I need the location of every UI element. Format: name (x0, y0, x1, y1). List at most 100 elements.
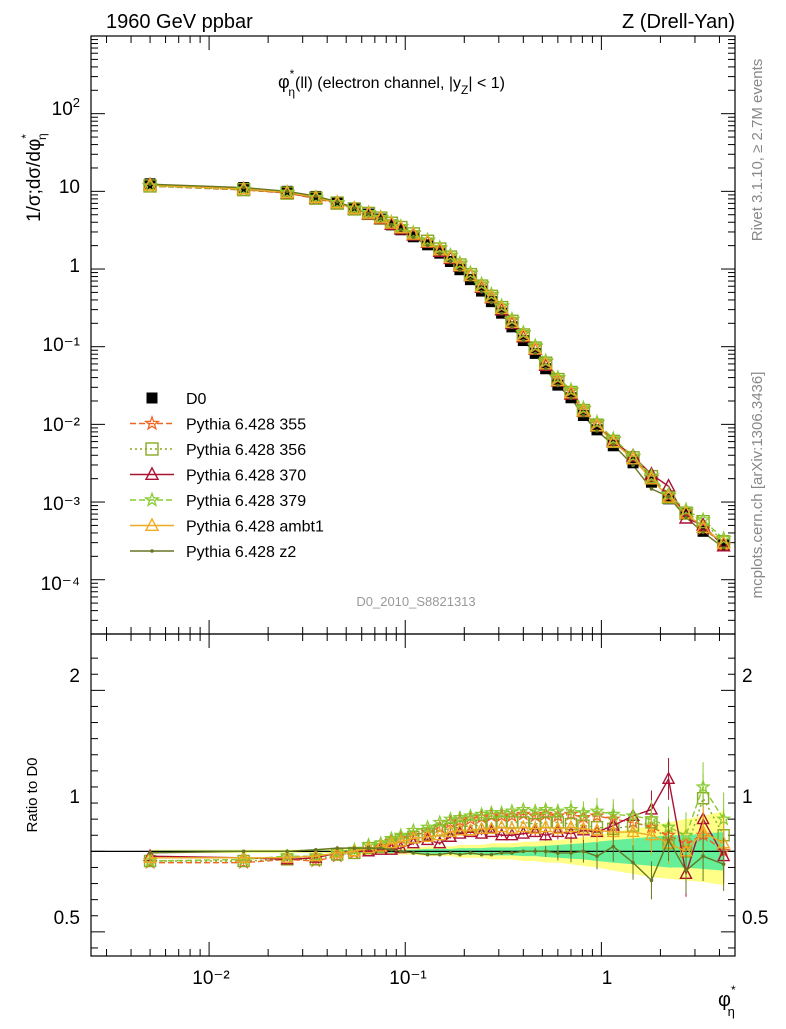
ratio-point (589, 803, 605, 818)
ratio-point (510, 851, 514, 855)
title-end: | < 1) (468, 75, 505, 92)
ratio-point (474, 821, 489, 834)
ratio-point (433, 835, 447, 849)
series-point (694, 511, 712, 527)
ratio-point (684, 868, 688, 873)
series-point (537, 352, 554, 368)
ratio-line (150, 826, 724, 859)
ratio-point (631, 860, 635, 865)
ratio-point (484, 821, 499, 834)
series-point (279, 184, 295, 199)
ratio-point (489, 852, 494, 857)
series-point (666, 494, 671, 499)
series-line (150, 185, 725, 540)
ratio-point (516, 826, 530, 839)
legend-marker (143, 491, 161, 507)
ratio-point (148, 851, 152, 855)
series-point (716, 537, 731, 552)
series-point (307, 188, 324, 205)
legend-label: Pythia 6.428 z2 (186, 544, 296, 561)
ratio-point (347, 843, 361, 857)
top-ylabel-sub: η (35, 133, 49, 140)
series-point (625, 447, 641, 462)
ratio-point (437, 852, 442, 857)
ytick-label-100: 102 (52, 95, 80, 120)
ratio-panel-frame (90, 633, 736, 957)
series-point (329, 194, 346, 210)
ratio-point (595, 854, 599, 858)
rtick-label-2-right: 2 (742, 666, 753, 687)
series-point (549, 369, 566, 385)
series-point (308, 189, 323, 203)
ratio-point (442, 811, 459, 826)
ratio-point (539, 819, 553, 833)
ratio-point (309, 848, 323, 862)
ratio-point (611, 844, 616, 849)
title-phi: φ (278, 72, 290, 92)
ratio-point (463, 822, 478, 836)
legend-item: Pythia 6.428 ambt1 (130, 517, 324, 536)
series-point (366, 211, 371, 216)
ytick-label-0.001: 10⁻³ (43, 494, 81, 515)
series-point (314, 194, 318, 198)
legend-item: Pythia 6.428 356 (130, 442, 306, 459)
series-point (493, 297, 510, 313)
series-point (468, 278, 473, 282)
xlabel-eta: η (728, 1004, 735, 1019)
series-point (643, 467, 660, 483)
ratio-point (556, 851, 560, 855)
ratio-point (453, 826, 467, 839)
ratio-point (308, 848, 324, 863)
ratio-point (378, 846, 383, 850)
ratio-point (462, 811, 479, 826)
header-left: 1960 GeV ppbar (106, 11, 253, 33)
ytick-label-0.1: 10⁻¹ (43, 335, 81, 356)
ratio-point (551, 821, 565, 834)
ratio-point (575, 804, 592, 820)
series-point (661, 489, 676, 503)
series-point (527, 337, 544, 353)
ratio-point (399, 849, 403, 854)
ratio-point (366, 846, 371, 850)
ratio-point (448, 851, 453, 855)
ratio-point (453, 822, 467, 836)
rtick-label-2: 2 (69, 666, 80, 687)
ratio-point (285, 849, 289, 854)
series-point (543, 366, 548, 371)
series-point (361, 205, 376, 219)
series-point (384, 215, 399, 229)
series-point (335, 199, 340, 204)
series-point (483, 285, 500, 302)
xtick-label-0.01: 10⁻² (192, 968, 230, 989)
ratio-point (695, 778, 711, 794)
series-point (696, 514, 710, 529)
series-point (285, 189, 289, 194)
series-point (605, 430, 622, 446)
series-point (360, 204, 377, 220)
series-point (606, 433, 621, 448)
ratio-point (389, 847, 394, 852)
series-point (624, 447, 642, 463)
series-point (148, 182, 152, 186)
title-eta: η (288, 85, 295, 99)
xtick-label-1: 1 (602, 968, 613, 989)
series-point (631, 463, 635, 468)
ytick-label-1: 1 (69, 256, 80, 277)
series-point (588, 413, 606, 430)
series-point (142, 177, 158, 191)
legend-item: Pythia 6.428 355 (130, 414, 306, 434)
series-line (150, 184, 725, 544)
series-point (503, 310, 521, 327)
ratio-point (515, 801, 531, 816)
title-z: Z (461, 83, 468, 97)
ratio-point (505, 821, 519, 834)
legend-label: Pythia 6.428 ambt1 (186, 519, 324, 536)
top-panel-series (141, 176, 732, 552)
ratio-point (721, 862, 726, 867)
series-point (411, 235, 416, 239)
series-point (399, 227, 403, 232)
series-point (611, 442, 616, 447)
ratio-point (543, 849, 548, 854)
series-point (479, 289, 484, 294)
series-point (373, 209, 388, 224)
